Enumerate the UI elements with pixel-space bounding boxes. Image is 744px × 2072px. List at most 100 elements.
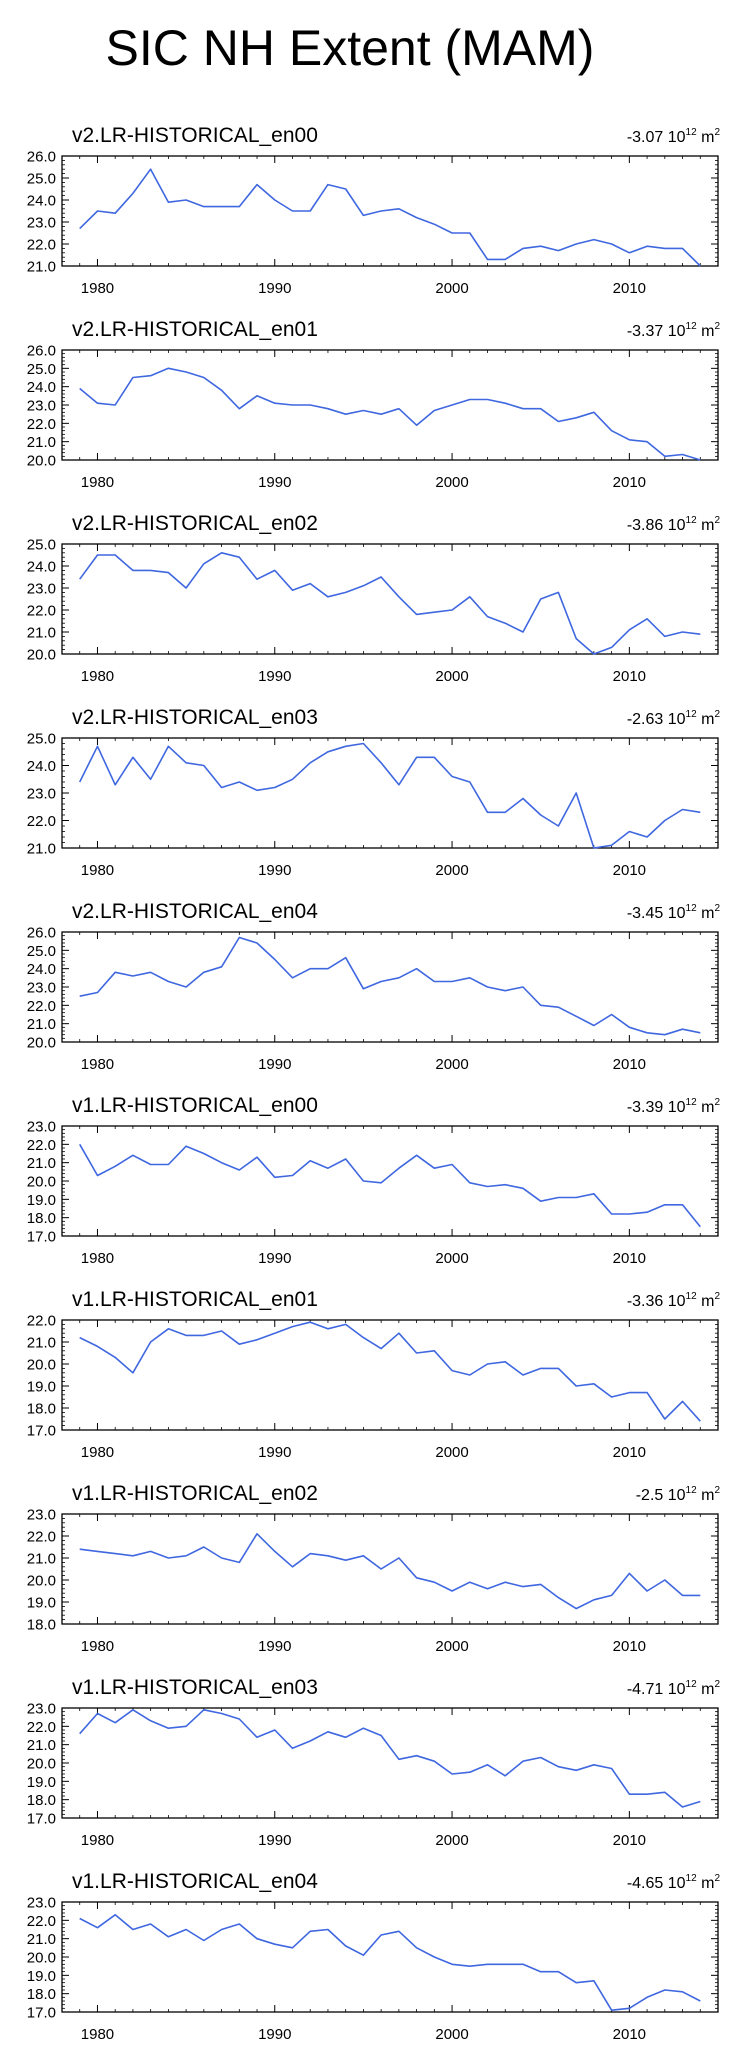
series-line (78, 742, 701, 849)
y-tick-label: 23.0 (27, 1119, 56, 1136)
trend-label: -3.36 1012 m2 (627, 1291, 721, 1310)
x-tick-label: 1990 (258, 862, 291, 879)
y-tick-label: 20.0 (27, 1174, 56, 1191)
trend-power: 12 (686, 1291, 698, 1302)
y-tick-label: 21.0 (27, 625, 56, 642)
y-tick-label: 21.0 (27, 1155, 56, 1172)
y-tick-label: 23.0 (27, 1701, 56, 1718)
trend-value: -3.36 10 (627, 1293, 686, 1310)
y-tick-label: 20.0 (27, 1573, 56, 1590)
chart-panel-2: v2.LR-HISTORICAL_en02 -3.86 1012 m220.021… (27, 512, 721, 685)
y-tick-label: 21.0 (27, 259, 56, 276)
panel-title: v2.LR-HISTORICAL_en00 (72, 124, 318, 147)
series-line (79, 367, 701, 461)
y-tick-label: 22.0 (27, 416, 56, 433)
panel-title: v1.LR-HISTORICAL_en02 (72, 1482, 318, 1505)
y-tick-label: 21.0 (27, 1551, 56, 1568)
x-tick-label: 2000 (435, 1444, 468, 1461)
trend-unit-power: 2 (714, 1679, 720, 1690)
trend-power: 12 (686, 903, 698, 914)
x-tick-label: 1990 (258, 474, 291, 491)
y-tick-label: 20.0 (27, 1950, 56, 1967)
x-tick-label: 2010 (613, 1638, 646, 1655)
y-tick-label: 22.0 (27, 1529, 56, 1546)
x-tick-label: 1980 (81, 1832, 114, 1849)
panel-title: v1.LR-HISTORICAL_en04 (72, 1870, 318, 1893)
trend-power: 12 (686, 1485, 698, 1496)
y-tick-label: 23.0 (27, 581, 56, 598)
y-tick-label: 19.0 (27, 1595, 56, 1612)
y-tick-label: 22.0 (27, 1137, 56, 1154)
trend-unit-power: 2 (714, 127, 720, 138)
y-tick-label: 22.0 (27, 1913, 56, 1930)
plot-frame (61, 737, 719, 849)
y-tick-label: 19.0 (27, 1192, 56, 1209)
y-tick-label: 23.0 (27, 786, 56, 803)
panel-title: v1.LR-HISTORICAL_en01 (72, 1288, 318, 1311)
x-tick-label: 2010 (613, 280, 646, 297)
chart-panel-8: v1.LR-HISTORICAL_en03 -4.71 1012 m2 17.0 18… (27, 1676, 721, 1849)
trend-unit-power: 2 (714, 1097, 720, 1108)
trend-unit-power: 2 (714, 321, 720, 332)
plot-frame (61, 543, 719, 655)
x-tick-label: 1980 (81, 1056, 114, 1073)
plot-frame (61, 1901, 719, 2013)
series-line (79, 1533, 701, 1610)
chart-panel-9: v1.LR-HISTORICAL_en04 -4.65 1012 m2 17.0 18… (27, 1870, 721, 2043)
y-tick-label: 21.0 (27, 1737, 56, 1754)
panel-title: v2.LR-HISTORICAL_en04 (72, 900, 318, 923)
trend-unit-power: 2 (714, 515, 720, 526)
trend-power: 12 (686, 515, 698, 526)
x-tick-label: 2010 (613, 668, 646, 685)
panel-title: v2.LR-HISTORICAL_en02 (72, 512, 318, 535)
trend-value: -3.07 10 (627, 129, 686, 146)
y-tick-label: 22.0 (27, 237, 56, 254)
trend-unit: m (697, 1681, 715, 1698)
y-tick-label: 17.0 (27, 2005, 56, 2022)
y-tick-label: 20.0 (27, 453, 56, 470)
trend-unit-power: 2 (714, 903, 720, 914)
trend-power: 12 (686, 127, 698, 138)
y-tick-label: 20.0 (27, 1756, 56, 1773)
trend-unit: m (697, 711, 715, 728)
plot-frame (61, 155, 719, 267)
y-tick-label: 19.0 (27, 1968, 56, 1985)
y-tick-label: 24.0 (27, 758, 56, 775)
x-tick-label: 2010 (613, 474, 646, 491)
trend-power: 12 (686, 1873, 698, 1884)
y-tick-label: 21.0 (27, 1016, 56, 1033)
x-tick-label: 1980 (81, 474, 114, 491)
x-tick-label: 2010 (613, 862, 646, 879)
y-tick-label: 24.0 (27, 379, 56, 396)
y-tick-label: 17.0 (27, 1423, 56, 1440)
x-tick-label: 1990 (258, 2026, 291, 2043)
trend-label: -4.71 1012 m2 (627, 1679, 721, 1698)
x-tick-label: 1980 (81, 862, 114, 879)
trend-value: -4.65 10 (627, 1875, 686, 1892)
y-tick-label: 21.0 (27, 841, 56, 858)
trend-label: -3.39 1012 m2 (627, 1097, 721, 1116)
chart-panel-5: v1.LR-HISTORICAL_en00 -3.39 1012 m2 17.0 18… (27, 1094, 721, 1267)
trend-unit: m (697, 517, 715, 534)
y-tick-label: 24.0 (27, 559, 56, 576)
y-tick-label: 25.0 (27, 537, 56, 554)
y-tick-label: 20.0 (27, 647, 56, 664)
y-tick-label: 23.0 (27, 1507, 56, 1524)
x-tick-label: 2010 (613, 2026, 646, 2043)
x-tick-label: 1980 (81, 1250, 114, 1267)
x-tick-label: 2000 (435, 1056, 468, 1073)
trend-value: -3.45 10 (627, 905, 686, 922)
plot-frame (61, 1319, 719, 1431)
y-tick-label: 18.0 (27, 1401, 56, 1418)
trend-unit: m (697, 905, 715, 922)
y-tick-label: 26.0 (27, 149, 56, 166)
y-tick-label: 22.0 (27, 813, 56, 830)
y-tick-label: 26.0 (27, 925, 56, 942)
plot-frame (61, 1125, 719, 1237)
trend-value: -2.5 10 (636, 1487, 686, 1504)
chart-panel-6: v1.LR-HISTORICAL_en01 -3.36 1012 m2 17.0 18… (27, 1288, 721, 1461)
panel-title: v2.LR-HISTORICAL_en03 (72, 706, 318, 729)
trend-value: -3.37 10 (627, 323, 686, 340)
trend-power: 12 (686, 709, 698, 720)
